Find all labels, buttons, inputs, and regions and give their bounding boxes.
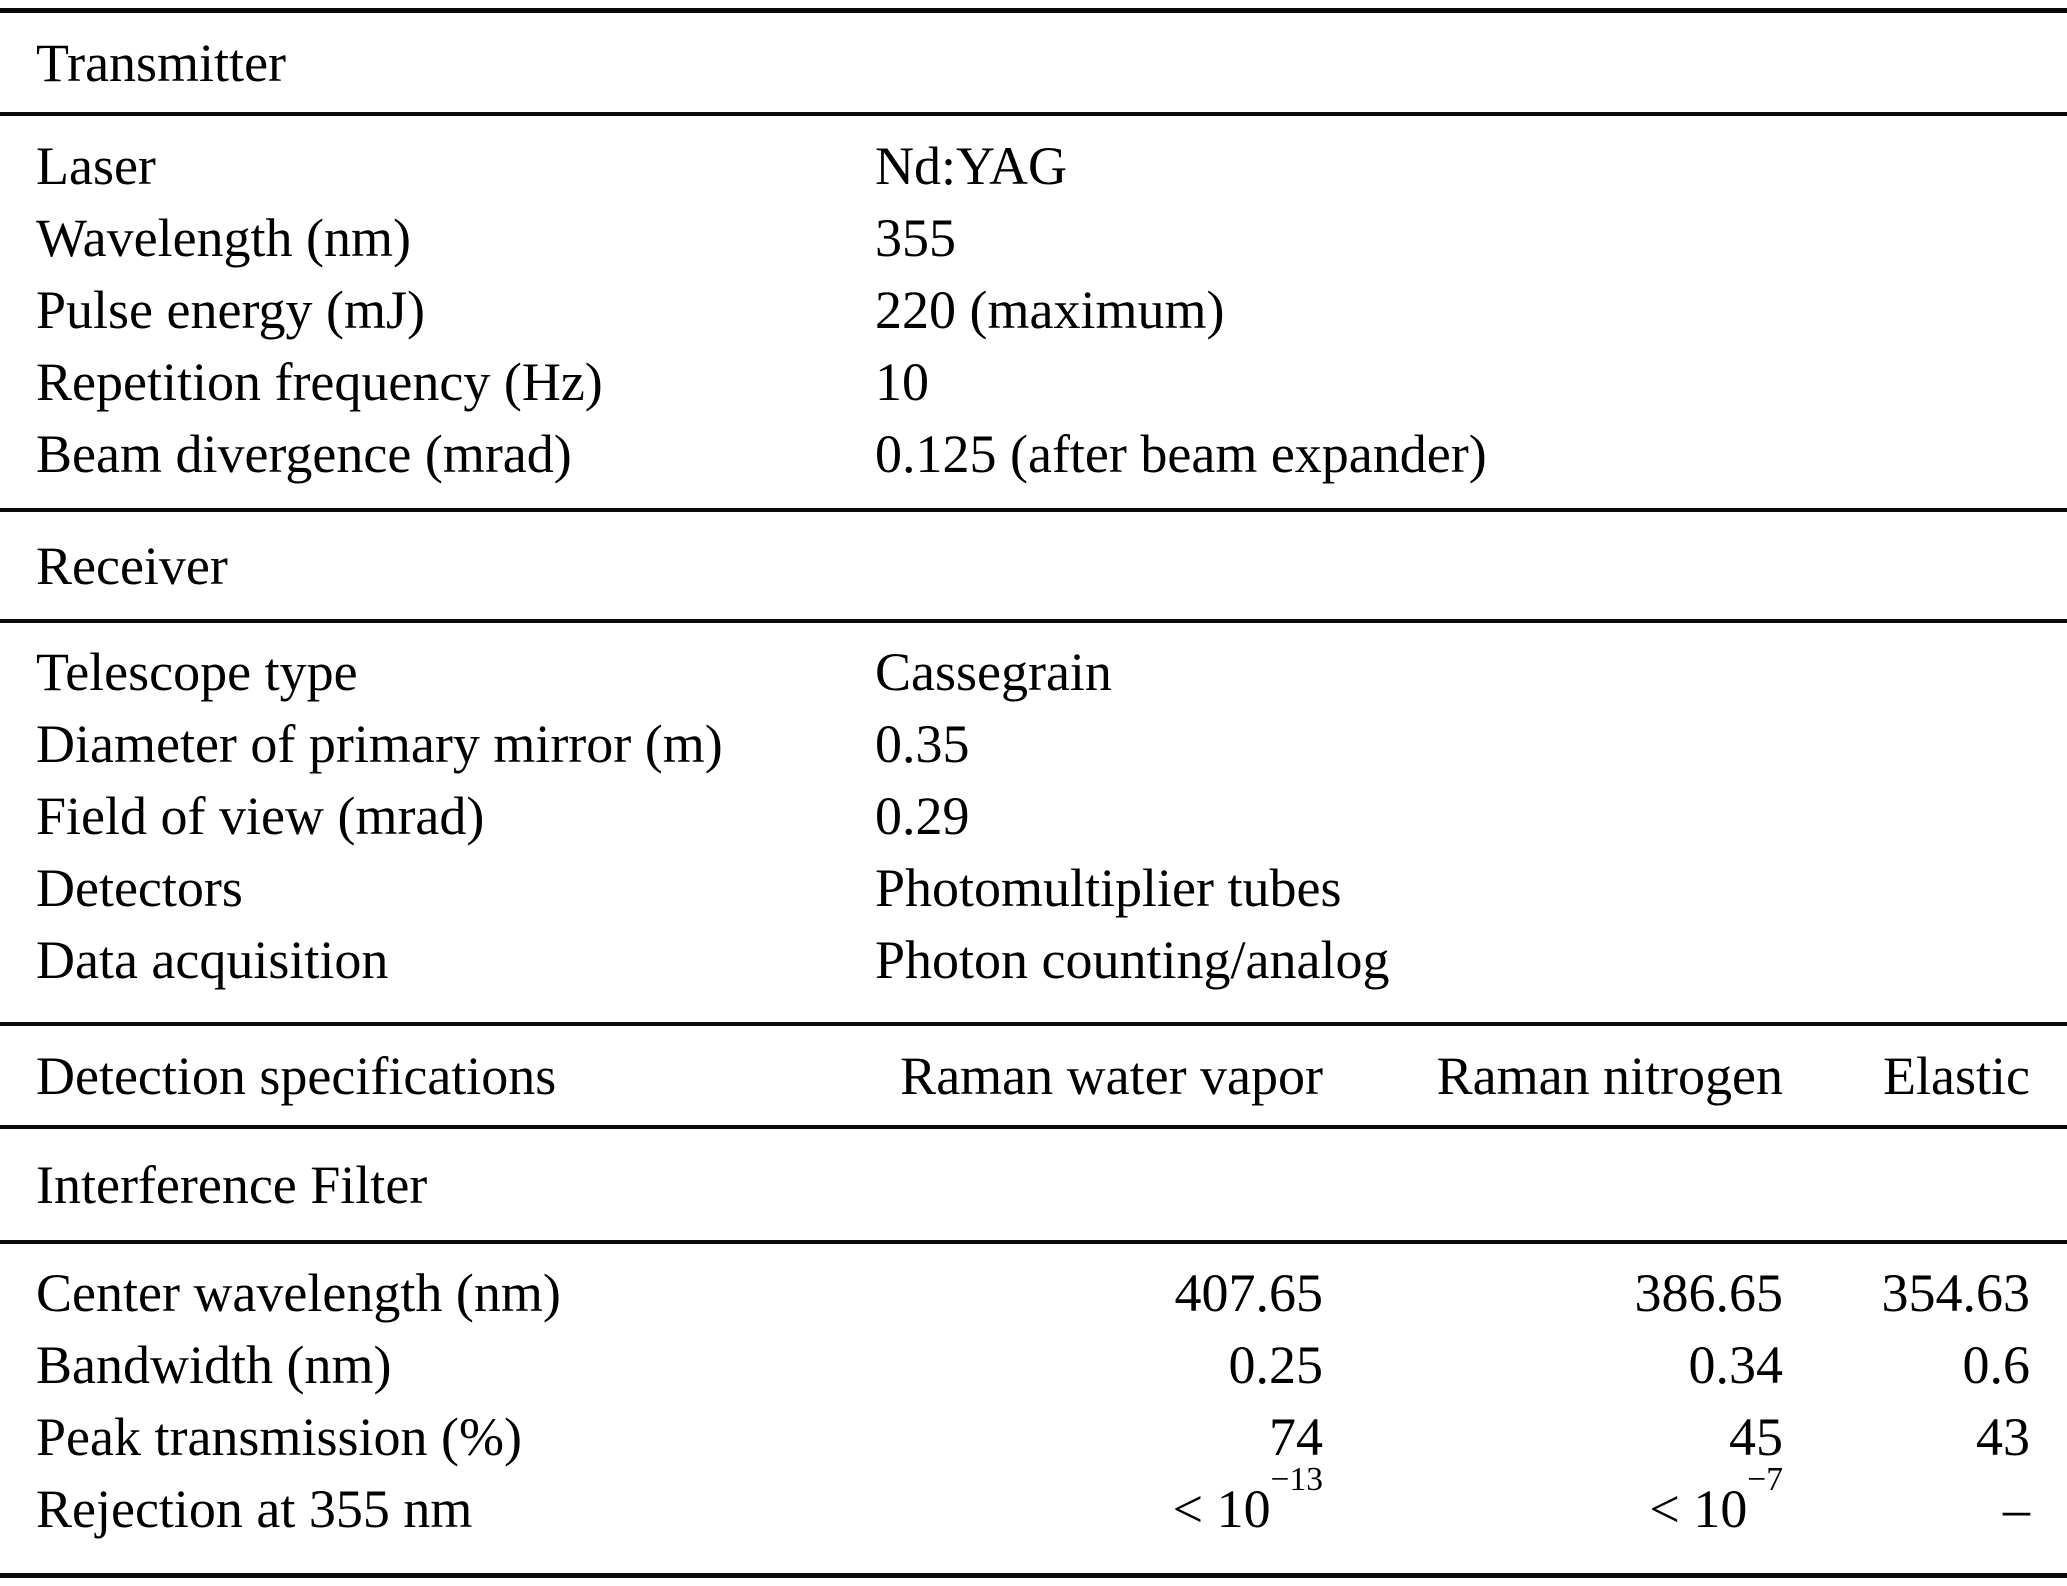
spec-value-elastic: 0.6 — [1962, 1335, 2031, 1395]
spec-label: Laser — [36, 136, 156, 196]
rule-above-detection-specs — [0, 1022, 2067, 1026]
spec-value: 0.125 (after beam expander) — [875, 424, 1487, 484]
spec-label: Beam divergence (mrad) — [36, 424, 572, 484]
rejection-exponent: −13 — [1270, 1460, 1323, 1498]
spec-label: Bandwidth (nm) — [36, 1335, 392, 1395]
spec-value: Photon counting/analog — [875, 930, 1390, 990]
spec-value: 355 — [875, 208, 956, 268]
spec-row-field-of-view: Field of view (mrad) 0.29 — [36, 780, 2030, 852]
spec-value-water-vapor: 0.25 — [1228, 1335, 1324, 1395]
rejection-base: < 10 — [1172, 1479, 1271, 1539]
detection-specifications-header-row: Detection specifications Raman water vap… — [0, 1026, 2067, 1125]
spec-row-bandwidth: Bandwidth (nm) 0.25 0.34 0.6 — [36, 1329, 2030, 1401]
section-title-interference-filter: Interference Filter — [36, 1154, 428, 1215]
top-rule — [0, 8, 2067, 13]
rejection-exponent: −7 — [1747, 1460, 1783, 1498]
spec-value: Nd:YAG — [875, 136, 1068, 196]
spec-row-primary-mirror: Diameter of primary mirror (m) 0.35 — [36, 708, 2030, 780]
spec-row-wavelength: Wavelength (nm) 355 — [36, 202, 2030, 274]
spec-label: Rejection at 355 nm — [36, 1479, 473, 1539]
rule-below-transmitter-header — [0, 112, 2067, 116]
spec-row-telescope-type: Telescope type Cassegrain — [36, 636, 2030, 708]
rule-above-receiver — [0, 508, 2067, 512]
spec-value-water-vapor: 74 — [1269, 1407, 1323, 1467]
spec-label: Telescope type — [36, 642, 358, 702]
column-header-elastic: Elastic — [1883, 1045, 2030, 1106]
rule-below-receiver-header — [0, 619, 2067, 623]
section-header-interference-filter: Interference Filter — [0, 1129, 2067, 1240]
spec-value-nitrogen: 0.34 — [1688, 1335, 1784, 1395]
spec-row-laser: Laser Nd:YAG — [36, 130, 2030, 202]
spec-row-center-wavelength: Center wavelength (nm) 407.65 386.65 354… — [36, 1257, 2030, 1329]
spec-label: Center wavelength (nm) — [36, 1263, 561, 1323]
interference-filter-rows: Center wavelength (nm) 407.65 386.65 354… — [0, 1244, 2067, 1573]
spec-value-water-vapor: 407.65 — [1174, 1263, 1324, 1323]
transmitter-rows: Laser Nd:YAG Wavelength (nm) 355 Pulse e… — [0, 116, 2067, 508]
bottom-rule — [0, 1573, 2067, 1578]
spec-value: 0.29 — [875, 786, 970, 846]
spec-label: Detectors — [36, 858, 243, 918]
spec-value: 220 (maximum) — [875, 280, 1225, 340]
spec-label: Data acquisition — [36, 930, 389, 990]
receiver-rows: Telescope type Cassegrain Diameter of pr… — [0, 623, 2067, 1022]
section-header-transmitter: Transmitter — [0, 13, 2067, 112]
section-title-transmitter: Transmitter — [36, 32, 287, 93]
spec-label: Wavelength (nm) — [36, 208, 412, 268]
spec-row-rejection: Rejection at 355 nm < 10−13 < 10−7 – — [36, 1462, 2030, 1545]
spec-value-elastic: – — [1868, 1473, 2030, 1545]
spec-label: Peak transmission (%) — [36, 1407, 522, 1467]
spec-value-water-vapor: < 10−13 — [875, 1462, 1323, 1545]
spec-value-elastic: 43 — [1976, 1407, 2030, 1467]
spec-value-nitrogen: < 10−7 — [1408, 1462, 1783, 1545]
spec-value: 10 — [875, 352, 929, 412]
rejection-base: < 10 — [1649, 1479, 1748, 1539]
detection-specs-label: Detection specifications — [36, 1045, 557, 1106]
spec-row-repetition-frequency: Repetition frequency (Hz) 10 — [36, 346, 2030, 418]
spec-value-nitrogen: 45 — [1729, 1407, 1783, 1467]
spec-label: Field of view (mrad) — [36, 786, 485, 846]
rule-below-detection-specs — [0, 1125, 2067, 1129]
spec-row-peak-transmission: Peak transmission (%) 74 45 43 — [36, 1401, 2030, 1473]
spec-label: Repetition frequency (Hz) — [36, 352, 603, 412]
spec-value: Cassegrain — [875, 642, 1112, 702]
column-header-raman-nitrogen: Raman nitrogen — [1436, 1045, 1783, 1106]
spec-value-nitrogen: 386.65 — [1634, 1263, 1784, 1323]
spec-label: Diameter of primary mirror (m) — [36, 714, 723, 774]
spec-row-data-acquisition: Data acquisition Photon counting/analog — [36, 924, 2030, 996]
spec-value-elastic: 354.63 — [1881, 1263, 2031, 1323]
spec-value: Photomultiplier tubes — [875, 858, 1342, 918]
rule-below-filter-header — [0, 1240, 2067, 1244]
column-header-raman-water-vapor: Raman water vapor — [900, 1045, 1323, 1106]
section-header-receiver: Receiver — [0, 512, 2067, 619]
spec-row-beam-divergence: Beam divergence (mrad) 0.125 (after beam… — [36, 418, 2030, 490]
spec-row-detectors: Detectors Photomultiplier tubes — [36, 852, 2030, 924]
section-title-receiver: Receiver — [36, 535, 228, 596]
rejection-base: – — [2003, 1479, 2030, 1539]
spec-value: 0.35 — [875, 714, 970, 774]
spec-row-pulse-energy: Pulse energy (mJ) 220 (maximum) — [36, 274, 2030, 346]
spec-label: Pulse energy (mJ) — [36, 280, 425, 340]
